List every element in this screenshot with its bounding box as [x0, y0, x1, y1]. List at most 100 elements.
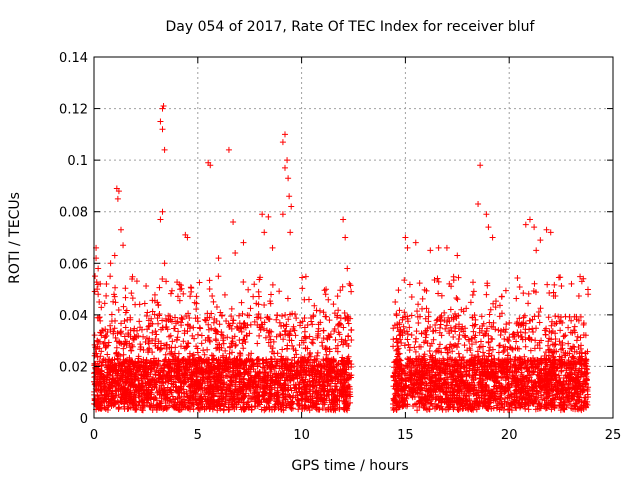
data-point-background: [276, 319, 283, 326]
data-point-background: [558, 282, 565, 289]
data-point-background: [137, 341, 144, 348]
data-point-background: [122, 294, 129, 301]
data-point-background: [313, 307, 320, 314]
data-point-background: [514, 274, 521, 281]
data-point-background: [251, 281, 258, 288]
data-point-background: [292, 332, 299, 339]
data-point-background: [108, 311, 115, 318]
data-point-background: [293, 389, 300, 396]
data-point-background: [408, 293, 415, 300]
data-point-background: [279, 313, 286, 320]
data-point-background: [193, 306, 200, 313]
data-point-background: [132, 301, 139, 308]
data-point-background: [525, 300, 532, 307]
data-point-background: [276, 288, 283, 295]
data-point-background: [220, 340, 227, 347]
data-point-background: [176, 297, 183, 304]
data-point-background: [330, 301, 337, 308]
data-point-background: [260, 360, 267, 367]
data-point-background: [455, 350, 462, 357]
data-point-background: [270, 338, 277, 345]
data-point-background: [193, 293, 200, 300]
data-point-background: [171, 373, 178, 380]
data-point-background: [345, 343, 352, 350]
data-point-background: [162, 351, 169, 358]
data-point-background: [101, 300, 108, 307]
data-point-background: [228, 305, 235, 312]
data-point-background: [279, 346, 286, 353]
data-point-background: [118, 320, 125, 327]
data-point-background: [127, 327, 134, 334]
data-point-background: [331, 393, 338, 400]
data-point-background: [285, 316, 292, 323]
data-point-background: [235, 391, 242, 398]
data-point-background: [292, 311, 299, 318]
data-point-background: [339, 283, 346, 290]
data-point-background: [129, 275, 136, 282]
data-point-background: [229, 335, 236, 342]
data-point-background: [574, 333, 581, 340]
data-point-background: [478, 313, 485, 320]
data-point-background: [98, 304, 105, 311]
grid-lines: [94, 57, 613, 418]
data-point-background: [262, 385, 269, 392]
data-point-background: [163, 278, 170, 285]
data-point-background: [208, 352, 215, 359]
data-point-background: [136, 318, 143, 325]
data-point-background: [175, 328, 182, 335]
data-point-background: [259, 364, 266, 371]
data-point-background: [144, 326, 151, 333]
data-point-background: [282, 311, 289, 318]
data-point-background: [571, 323, 578, 330]
data-point-background: [332, 336, 339, 343]
data-point-background: [314, 352, 321, 359]
data-point-background: [301, 328, 308, 335]
data-point-background: [151, 291, 158, 298]
data-point-background: [190, 324, 197, 331]
data-point-background: [323, 313, 330, 320]
data-point-background: [393, 310, 400, 317]
data-point-background: [115, 405, 122, 412]
data-point-background: [235, 312, 242, 319]
data-point-background: [245, 352, 252, 359]
data-point-background: [486, 311, 493, 318]
data-point-background: [117, 329, 124, 336]
data-point-background: [138, 393, 145, 400]
data-point-background: [94, 314, 101, 321]
data-point-background: [209, 293, 216, 300]
data-point-background: [109, 372, 116, 379]
data-point-background: [197, 325, 204, 332]
data-point-background: [263, 327, 270, 334]
data-point-background: [348, 288, 355, 295]
data-point-background: [277, 332, 284, 339]
data-point-background: [557, 327, 564, 334]
data-point-background: [129, 295, 136, 302]
data-point-background: [136, 398, 143, 405]
data-point-background: [305, 296, 312, 303]
data-point-background: [248, 356, 255, 363]
data-point-background: [206, 277, 213, 284]
chart-title: Day 054 of 2017, Rate Of TEC Index for r…: [166, 19, 536, 35]
data-point-background: [238, 299, 245, 306]
data-point-background: [144, 309, 151, 316]
data-point-background: [311, 357, 318, 364]
data-point-background: [335, 329, 342, 336]
data-point-background: [251, 390, 258, 397]
data-point-background: [152, 372, 159, 379]
data-point-background: [334, 361, 341, 368]
data-point-background: [215, 273, 222, 280]
data-point-background: [190, 406, 197, 413]
data-point-background: [169, 393, 176, 400]
data-point-background: [254, 340, 261, 347]
data-point-background: [261, 301, 268, 308]
data-point-background: [140, 333, 147, 340]
data-point-background: [513, 295, 520, 302]
data-point-background: [433, 317, 440, 324]
data-point-background: [143, 312, 150, 319]
data-point-background: [96, 358, 103, 365]
data-point-background: [520, 290, 527, 297]
data-point-background: [314, 349, 321, 356]
data-point-background: [115, 306, 122, 313]
data-point-background: [202, 317, 209, 324]
